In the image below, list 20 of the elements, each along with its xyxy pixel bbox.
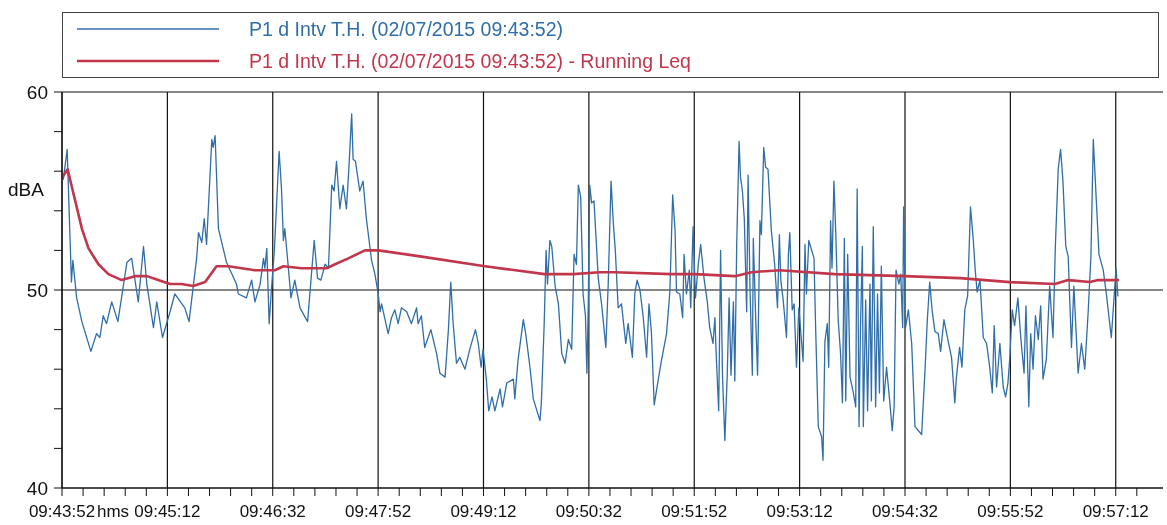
y-tick-label: 50 [26,279,48,301]
x-tick-label: 09:55:52 [977,502,1044,521]
x-tick-label: 09:50:32 [555,502,622,521]
text: P1 d Intv T.H. (02/07/2015 09:43:52) [249,18,564,40]
x-tick-label: 09:46:32 [239,502,306,521]
x-tick-label: 09:43:52 [28,502,96,521]
y-tick-label: 40 [26,477,48,499]
line-series [62,113,1119,461]
y-axis-title: dBA [8,179,44,200]
line-series [62,167,1120,288]
x-tick-label: 09:57:12 [1082,502,1149,521]
x-tick-label: 09:49:12 [450,502,517,521]
x-tick-label: 09:54:32 [871,502,939,521]
x-tick-label: 09:45:12 [134,502,201,521]
x-axis-title: hms [97,502,130,521]
y-tick-label: 60 [26,81,48,103]
x-tick-label: 09:53:12 [766,502,833,521]
text: P1 d Intv T.H. (02/07/2015 09:43:52) - Running Leq [249,50,691,72]
x-tick-label: 09:51:52 [661,502,728,521]
x-tick-label: 09:47:52 [345,502,412,521]
